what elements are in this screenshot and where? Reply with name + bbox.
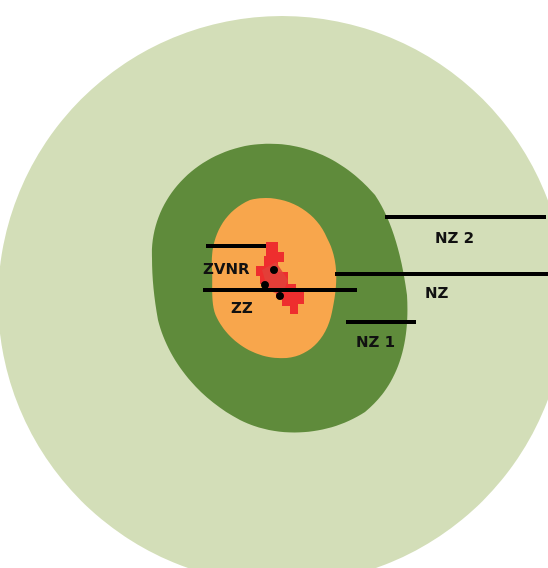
leader-lines bbox=[203, 215, 548, 324]
label-zvnr: ZVNR bbox=[203, 260, 250, 278]
label-nz1: NZ 1 bbox=[356, 333, 395, 351]
point-marker bbox=[276, 292, 284, 300]
point-marker bbox=[270, 266, 278, 274]
zone-zvnr-area bbox=[256, 242, 304, 314]
point-marker bbox=[261, 281, 269, 289]
label-nz2: NZ 2 bbox=[435, 229, 474, 247]
point-markers bbox=[261, 266, 284, 300]
label-zz: ZZ bbox=[231, 299, 253, 317]
label-nz: NZ bbox=[425, 284, 449, 302]
